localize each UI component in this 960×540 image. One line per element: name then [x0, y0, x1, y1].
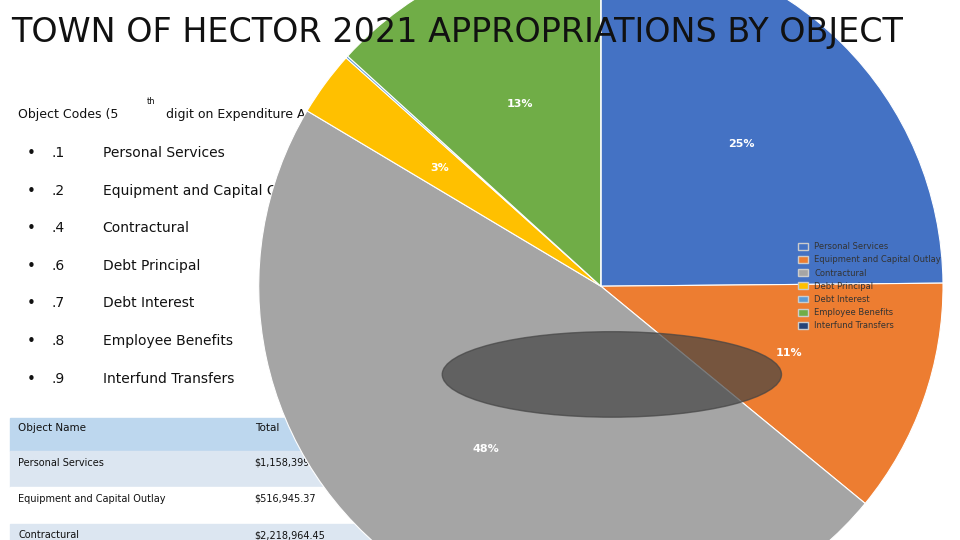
Text: •: • — [27, 146, 36, 161]
Text: Contractural: Contractural — [103, 221, 189, 235]
Wedge shape — [259, 111, 865, 540]
Text: Equipment and Capital Outlay: Equipment and Capital Outlay — [18, 494, 165, 504]
Legend: Personal Services, Equipment and Capital Outlay, Contractural, Debt Principal, D: Personal Services, Equipment and Capital… — [795, 240, 944, 333]
Text: Object Name: Object Name — [18, 423, 86, 433]
Text: 48%: 48% — [385, 530, 407, 540]
Text: .4: .4 — [52, 221, 65, 235]
Text: .7: .7 — [52, 296, 65, 310]
Ellipse shape — [443, 332, 781, 417]
Text: Debt Interest: Debt Interest — [103, 296, 194, 310]
Wedge shape — [348, 0, 601, 286]
Wedge shape — [601, 283, 943, 503]
Text: $1,158,399.49: $1,158,399.49 — [254, 457, 325, 468]
Text: Personal Services: Personal Services — [103, 146, 225, 160]
Wedge shape — [601, 0, 943, 286]
Text: Employee Benefits: Employee Benefits — [103, 334, 232, 348]
Text: Personal Services: Personal Services — [18, 457, 104, 468]
Text: Total: Total — [254, 423, 279, 433]
Text: $516,945.37: $516,945.37 — [254, 494, 316, 504]
Text: Debt Principal: Debt Principal — [103, 259, 200, 273]
Text: 25%: 25% — [728, 139, 755, 150]
Text: •: • — [27, 296, 36, 312]
Bar — [10, 418, 432, 451]
Text: Interfund Transfers: Interfund Transfers — [103, 372, 234, 386]
Text: •: • — [27, 334, 36, 349]
Text: 13%: 13% — [507, 99, 534, 109]
Text: •: • — [27, 221, 36, 236]
Text: .9: .9 — [52, 372, 65, 386]
Bar — [10, 523, 432, 540]
Text: Object Codes (5: Object Codes (5 — [18, 108, 118, 122]
Text: 3%: 3% — [431, 163, 449, 173]
Text: .1: .1 — [52, 146, 65, 160]
Text: Percent: Percent — [369, 423, 408, 433]
Bar — [10, 451, 432, 487]
Text: 11%: 11% — [776, 348, 803, 357]
Text: •: • — [27, 259, 36, 274]
Wedge shape — [347, 56, 601, 286]
Text: digit on Expenditure Account Codes): digit on Expenditure Account Codes) — [161, 108, 395, 122]
Text: 48%: 48% — [472, 444, 499, 455]
Text: .6: .6 — [52, 259, 65, 273]
Text: Equipment and Capital Outlay: Equipment and Capital Outlay — [103, 184, 312, 198]
Text: th: th — [147, 97, 156, 106]
Text: Contractural: Contractural — [18, 530, 79, 540]
Bar — [10, 487, 432, 523]
Text: .8: .8 — [52, 334, 65, 348]
Text: 2021 Objects by Code: 2021 Objects by Code — [620, 77, 774, 91]
Wedge shape — [307, 58, 601, 286]
Text: .2: .2 — [52, 184, 65, 198]
Text: •: • — [27, 184, 36, 199]
Text: TOWN OF HECTOR 2021 APPROPRIATIONS BY OBJECT: TOWN OF HECTOR 2021 APPROPRIATIONS BY OB… — [12, 16, 903, 49]
Text: $2,218,964.45: $2,218,964.45 — [254, 530, 325, 540]
Text: •: • — [27, 372, 36, 387]
Text: 25%: 25% — [385, 457, 407, 468]
Text: 11%: 11% — [385, 494, 407, 504]
